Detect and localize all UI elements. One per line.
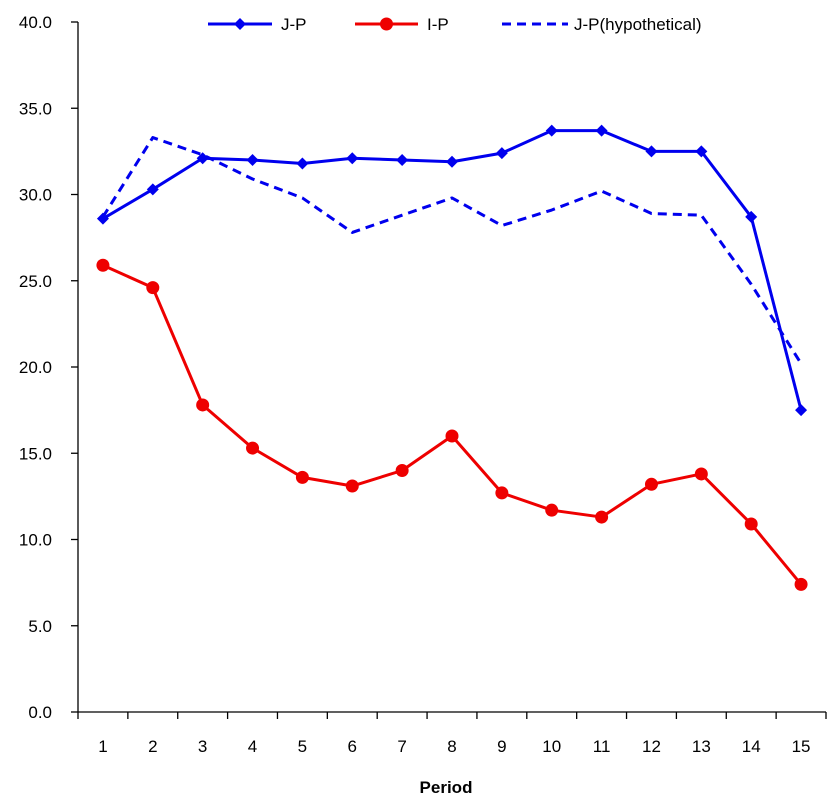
x-tick-label: 2 xyxy=(148,737,157,756)
data-point xyxy=(694,467,708,481)
data-point xyxy=(545,503,559,517)
series-i-p xyxy=(96,258,808,591)
y-tick-label: 25.0 xyxy=(19,272,52,291)
legend-marker xyxy=(234,18,246,30)
series-line xyxy=(101,136,803,365)
series-line xyxy=(102,129,803,411)
data-point xyxy=(595,510,609,524)
y-tick-label: 30.0 xyxy=(19,186,52,205)
data-point xyxy=(445,429,459,443)
legend-item: I-P xyxy=(355,15,449,34)
x-tick-label: 15 xyxy=(792,737,811,756)
x-tick-label: 12 xyxy=(642,737,661,756)
legend-marker xyxy=(380,17,393,31)
data-point xyxy=(545,124,558,137)
data-point xyxy=(146,183,159,196)
x-tick-label: 7 xyxy=(397,737,406,756)
y-tick-label: 10.0 xyxy=(19,531,52,550)
data-point xyxy=(96,212,109,225)
data-point xyxy=(346,152,359,165)
y-tick-label: 20.0 xyxy=(19,358,52,377)
x-tick-label: 9 xyxy=(497,737,506,756)
x-tick-label: 11 xyxy=(593,737,611,756)
y-tick-label: 35.0 xyxy=(19,99,52,118)
x-tick-label: 13 xyxy=(692,737,711,756)
data-point xyxy=(395,464,409,477)
data-point xyxy=(96,258,110,272)
data-point xyxy=(396,154,409,166)
x-tick-label: 1 xyxy=(98,737,107,756)
y-tick-label: 5.0 xyxy=(28,617,52,636)
x-axis-title: Period xyxy=(420,778,473,797)
data-point xyxy=(644,477,658,491)
data-point xyxy=(446,155,458,168)
data-point xyxy=(695,145,708,158)
data-point xyxy=(794,577,808,591)
series-layer xyxy=(96,124,808,591)
data-point xyxy=(345,479,359,493)
y-tick-label: 15.0 xyxy=(19,444,52,463)
axes: 0.05.010.015.020.025.030.035.040.01 2 3 4 5 6… xyxy=(19,13,827,756)
legend-label: J-P(hypothetical) xyxy=(574,15,702,34)
series-line xyxy=(102,263,803,586)
x-tick-label: 14 xyxy=(742,737,761,756)
data-point xyxy=(745,210,758,223)
data-point xyxy=(744,517,758,531)
data-point xyxy=(246,154,259,166)
legend-label: I-P xyxy=(427,15,449,34)
data-point xyxy=(795,404,808,417)
y-tick-label: 40.0 xyxy=(19,13,52,32)
x-tick-label: 4 xyxy=(248,737,257,756)
legend-label: J-P xyxy=(281,15,307,34)
data-point xyxy=(495,147,508,160)
data-point xyxy=(196,152,209,165)
x-tick-label: 10 xyxy=(542,737,561,756)
data-point xyxy=(495,486,509,500)
data-point xyxy=(296,157,309,170)
legend-item: J-P(hypothetical) xyxy=(502,15,702,34)
legend: J-P I-P J-P(hypothetical) xyxy=(208,15,702,34)
data-point xyxy=(246,441,260,455)
data-point xyxy=(196,398,210,412)
x-tick-label: 3 xyxy=(198,737,207,756)
data-point xyxy=(146,281,160,295)
series-j-p xyxy=(96,124,808,417)
data-point xyxy=(645,145,658,158)
y-tick-label: 0.0 xyxy=(28,703,52,722)
data-point xyxy=(595,124,608,137)
data-point xyxy=(295,470,309,484)
series-j-p-hypothetical- xyxy=(101,136,803,365)
x-tick-label: 6 xyxy=(348,737,357,756)
legend-item: J-P xyxy=(208,15,307,34)
x-tick-label: 8 xyxy=(447,737,456,756)
x-tick-label: 5 xyxy=(298,737,307,756)
